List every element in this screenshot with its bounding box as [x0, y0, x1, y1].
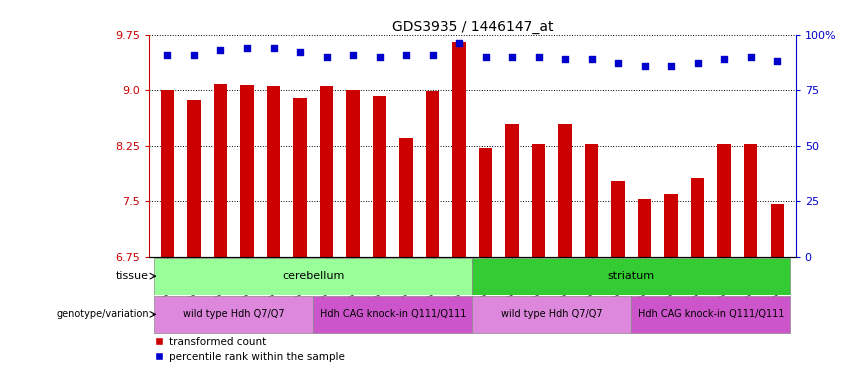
Bar — [294, 98, 306, 257]
Bar — [214, 84, 227, 257]
Bar — [472, 296, 631, 333]
Point — [505, 54, 519, 60]
Bar — [320, 86, 333, 257]
Bar — [154, 258, 472, 295]
Bar — [717, 144, 731, 257]
Bar — [453, 42, 465, 257]
Bar — [744, 144, 757, 257]
Text: Hdh CAG knock-in Q111/Q111: Hdh CAG knock-in Q111/Q111 — [637, 310, 784, 319]
Title: GDS3935 / 1446147_at: GDS3935 / 1446147_at — [391, 20, 553, 33]
Bar — [612, 181, 625, 257]
Bar — [691, 178, 705, 257]
Point — [266, 45, 280, 51]
Bar — [472, 258, 791, 295]
Point — [320, 54, 334, 60]
Text: wild type Hdh Q7/Q7: wild type Hdh Q7/Q7 — [183, 310, 284, 319]
Bar — [154, 296, 313, 333]
Bar — [505, 124, 519, 257]
Text: tissue: tissue — [116, 271, 149, 281]
Point — [214, 47, 227, 53]
Point — [346, 51, 360, 58]
Bar — [631, 296, 791, 333]
Point — [770, 58, 784, 65]
Bar — [558, 124, 572, 257]
Point — [452, 40, 465, 46]
Point — [558, 56, 572, 62]
Bar — [240, 85, 254, 257]
Point — [744, 54, 757, 60]
Bar — [267, 86, 280, 257]
Text: wild type Hdh Q7/Q7: wild type Hdh Q7/Q7 — [501, 310, 603, 319]
Bar — [638, 199, 651, 257]
Bar — [161, 90, 174, 257]
Point — [373, 54, 386, 60]
Bar — [373, 96, 386, 257]
Point — [717, 56, 731, 62]
Bar — [585, 144, 598, 257]
Text: genotype/variation: genotype/variation — [56, 310, 149, 319]
Point — [665, 63, 678, 69]
Bar — [426, 91, 439, 257]
Bar — [665, 194, 677, 257]
Bar — [187, 100, 201, 257]
Point — [161, 51, 174, 58]
Point — [399, 51, 413, 58]
Text: cerebellum: cerebellum — [282, 271, 345, 281]
Legend: transformed count, percentile rank within the sample: transformed count, percentile rank withi… — [154, 336, 345, 362]
Text: striatum: striatum — [608, 271, 655, 281]
Bar — [346, 90, 360, 257]
Point — [532, 54, 545, 60]
Bar — [532, 144, 545, 257]
Point — [637, 63, 651, 69]
Point — [187, 51, 201, 58]
Point — [585, 56, 598, 62]
Point — [611, 60, 625, 66]
Bar — [399, 138, 413, 257]
Point — [691, 60, 705, 66]
Bar — [770, 204, 784, 257]
Point — [240, 45, 254, 51]
Point — [479, 54, 493, 60]
Bar — [313, 296, 472, 333]
Point — [294, 49, 307, 55]
Bar — [479, 148, 492, 257]
Text: Hdh CAG knock-in Q111/Q111: Hdh CAG knock-in Q111/Q111 — [320, 310, 466, 319]
Point — [426, 51, 439, 58]
